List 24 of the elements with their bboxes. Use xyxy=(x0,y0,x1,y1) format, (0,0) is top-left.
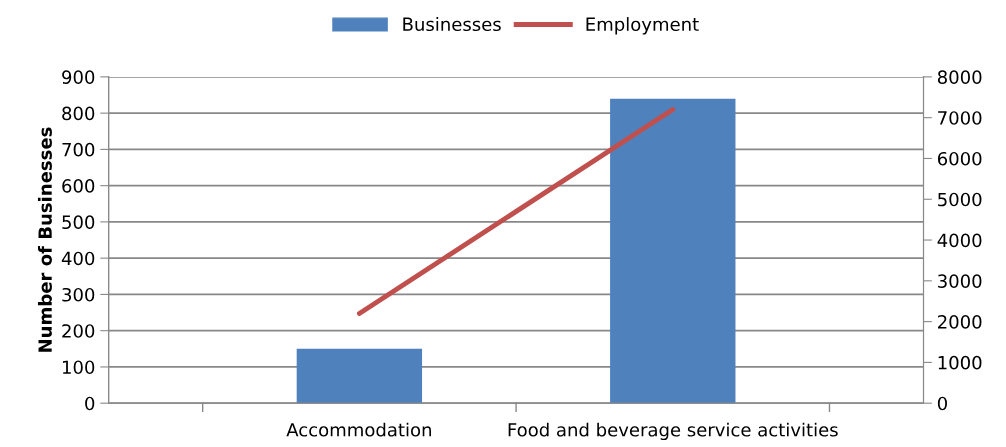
y2-tick-label: 4000 xyxy=(937,233,982,248)
y2-tick-label: 2000 xyxy=(938,315,982,329)
legend-label: Employment xyxy=(586,17,699,35)
y-tick-label: 0 xyxy=(85,396,95,411)
y-tick-label: 700 xyxy=(62,142,95,157)
y2-tick-label: 7000 xyxy=(938,111,982,125)
y-tick-label: 600 xyxy=(62,179,95,193)
y-tick-label: 100 xyxy=(62,360,95,375)
legend-label: Businesses xyxy=(403,17,501,32)
y2-tick-label: 5000 xyxy=(938,192,982,207)
y-tick-label: 400 xyxy=(61,251,95,266)
y2-tick-label: 8000 xyxy=(937,70,982,84)
y2-tick-label: 6000 xyxy=(937,151,982,166)
y-tick-label: 900 xyxy=(62,70,95,84)
x-tick-label: Food and beverage service activities xyxy=(508,422,838,441)
y-tick-label: 200 xyxy=(62,324,95,338)
y-tick-label: 500 xyxy=(62,215,95,230)
y2-tick-label: 1000 xyxy=(938,355,982,370)
y2-tick-label: 3000 xyxy=(938,274,982,288)
x-tick-label: Accommodation xyxy=(286,422,431,437)
y-axis-title: Number of Businesses xyxy=(37,127,52,352)
y-tick-label: 800 xyxy=(62,106,95,121)
y-tick-label: 300 xyxy=(62,287,95,302)
y2-tick-label: 0 xyxy=(937,396,947,411)
